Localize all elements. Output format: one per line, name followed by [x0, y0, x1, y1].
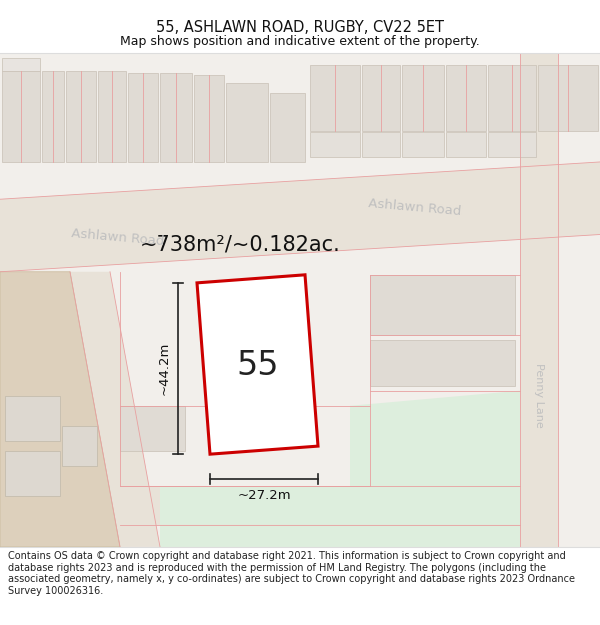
Text: Ashlawn Road: Ashlawn Road — [368, 197, 462, 218]
Text: ~27.2m: ~27.2m — [237, 489, 291, 502]
Bar — [488, 132, 536, 157]
Bar — [488, 65, 536, 131]
Bar — [362, 65, 400, 131]
Text: Map shows position and indicative extent of the property.: Map shows position and indicative extent… — [120, 36, 480, 48]
Bar — [370, 275, 515, 335]
Bar — [120, 406, 185, 451]
Polygon shape — [70, 272, 160, 547]
Polygon shape — [160, 525, 520, 547]
Bar — [538, 65, 598, 131]
Bar — [270, 93, 305, 162]
Bar — [310, 65, 360, 131]
Bar — [402, 132, 444, 157]
Bar — [128, 73, 158, 162]
Text: ~44.2m: ~44.2m — [157, 342, 170, 395]
Polygon shape — [0, 272, 120, 547]
Text: ~738m²/~0.182ac.: ~738m²/~0.182ac. — [140, 234, 340, 254]
Bar — [226, 83, 268, 162]
Bar — [42, 71, 64, 162]
Text: Penny Lane: Penny Lane — [534, 363, 544, 428]
Text: 55, ASHLAWN ROAD, RUGBY, CV22 5ET: 55, ASHLAWN ROAD, RUGBY, CV22 5ET — [156, 20, 444, 35]
Bar — [5, 396, 60, 441]
Text: Contains OS data © Crown copyright and database right 2021. This information is : Contains OS data © Crown copyright and d… — [8, 551, 575, 596]
Polygon shape — [197, 275, 318, 454]
Bar — [120, 486, 520, 525]
Bar — [446, 132, 486, 157]
Bar — [2, 58, 40, 71]
Bar — [2, 71, 40, 162]
Polygon shape — [0, 162, 600, 272]
Bar — [310, 132, 360, 157]
Bar — [194, 75, 224, 162]
Bar — [446, 65, 486, 131]
Bar — [362, 132, 400, 157]
Bar — [98, 71, 126, 162]
Text: 55: 55 — [237, 349, 279, 382]
Text: Ashlawn Road: Ashlawn Road — [71, 227, 165, 248]
Bar — [62, 426, 97, 466]
Bar — [402, 65, 444, 131]
Polygon shape — [160, 391, 520, 525]
Bar — [370, 340, 515, 386]
Bar — [5, 451, 60, 496]
Bar — [160, 73, 192, 162]
Bar — [66, 71, 96, 162]
Bar — [520, 53, 558, 547]
